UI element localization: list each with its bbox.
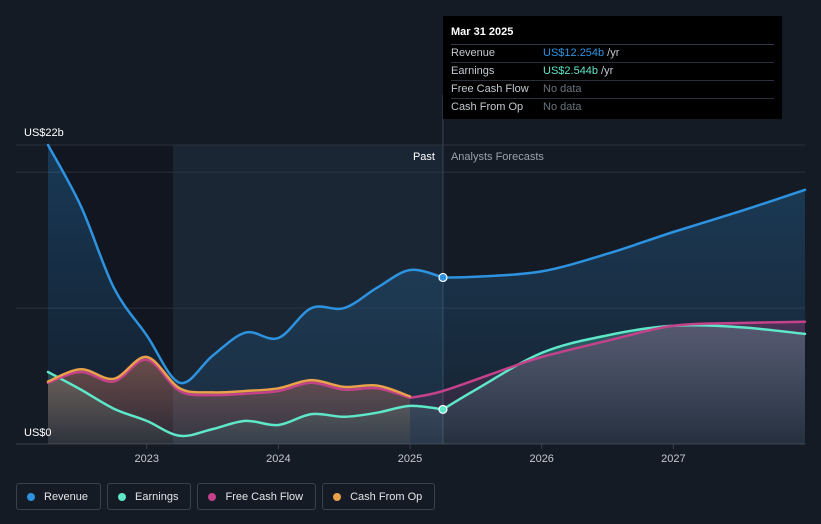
tooltip-date: Mar 31 2025 <box>451 24 774 45</box>
tooltip-row-free-cash-flow: Free Cash Flow No data <box>451 81 774 99</box>
tooltip-row-cash-from-op: Cash From Op No data <box>451 99 774 116</box>
legend-label: Revenue <box>44 490 89 503</box>
y-tick-label-bottom: US$0 <box>24 427 52 439</box>
x-tick-label: 2026 <box>529 453 553 465</box>
chart-canvas: US$22b US$0 Past Analysts Forecasts 2023 2024… <box>16 95 807 465</box>
line-free-cash-flow-past <box>46 358 412 400</box>
tooltip-value: US$2.544b <box>543 65 599 77</box>
y-tick-label-top: US$22b <box>24 127 64 139</box>
legend-label: Free Cash Flow <box>225 490 304 503</box>
x-tick-label: 2024 <box>266 453 290 465</box>
line-earnings-forecast <box>441 323 807 411</box>
legend-item-revenue[interactable]: Revenue <box>16 483 102 510</box>
legend-item-earnings[interactable]: Earnings <box>107 483 192 510</box>
tooltip-label: Earnings <box>451 65 495 77</box>
line-revenue-forecast <box>441 188 807 279</box>
line-free-cash-flow-forecast <box>408 320 807 400</box>
revenue-marker <box>438 272 448 283</box>
tooltip-label: Free Cash Flow <box>451 83 529 95</box>
revenue-dot-icon <box>27 492 35 501</box>
cash-from-op-dot-icon <box>333 492 342 501</box>
past-label: Past <box>413 151 435 163</box>
legend-label: Cash From Op <box>350 490 423 503</box>
x-tick-label: 2025 <box>398 453 422 465</box>
line-earnings-past <box>46 370 445 438</box>
legend-item-cash-from-op[interactable]: Cash From Op <box>322 483 436 510</box>
line-revenue-past <box>46 143 445 385</box>
tooltip-row-revenue: Revenue US$12.254b /yr <box>451 45 774 63</box>
x-tick-label: 2027 <box>661 453 685 465</box>
tooltip-value: US$12.254b <box>543 47 605 59</box>
free-cash-flow-dot-icon <box>208 492 217 501</box>
tooltip-label: Cash From Op <box>451 101 524 113</box>
chart-legend: Revenue Earnings Free Cash Flow Cash Fro… <box>16 483 436 510</box>
earnings-marker <box>438 404 448 415</box>
chart-tooltip: Mar 31 2025 Revenue US$12.254b /yr Earni… <box>443 16 782 119</box>
tooltip-label: Revenue <box>451 47 496 59</box>
tooltip-unit: /yr <box>601 65 614 77</box>
legend-label: Earnings <box>135 490 179 503</box>
line-cash-from-op-past <box>46 355 412 398</box>
area-cash-from-op <box>48 356 410 444</box>
forecast-label: Analysts Forecasts <box>451 151 544 163</box>
tooltip-value: No data <box>543 83 582 95</box>
legend-item-free-cash-flow[interactable]: Free Cash Flow <box>197 483 317 510</box>
earnings-dot-icon <box>118 492 127 501</box>
x-tick-label: 2023 <box>134 453 158 465</box>
tooltip-value: No data <box>543 101 582 113</box>
tooltip-unit: /yr <box>607 47 620 59</box>
tooltip-row-earnings: Earnings US$2.544b /yr <box>451 63 774 81</box>
